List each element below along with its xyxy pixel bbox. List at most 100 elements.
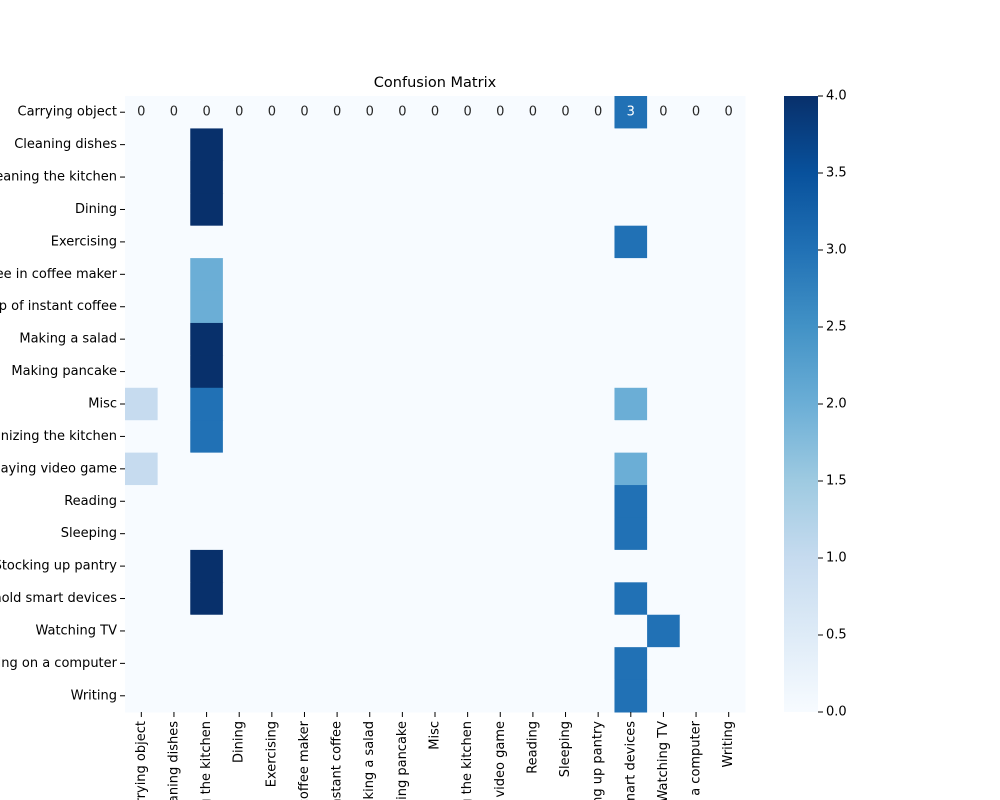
- cell: [157, 387, 191, 421]
- cell: [157, 193, 191, 227]
- cell: [647, 549, 681, 583]
- cell: [157, 160, 191, 194]
- cell: [614, 420, 648, 454]
- cell: [679, 387, 713, 421]
- cell: [516, 355, 550, 389]
- cell: [418, 387, 452, 421]
- cell: [581, 387, 615, 421]
- cell: [516, 290, 550, 324]
- cell: [712, 387, 746, 421]
- cell: [190, 322, 224, 356]
- cell: [255, 355, 289, 389]
- y-tick-label: Writing: [71, 688, 117, 703]
- cell: [288, 647, 322, 681]
- cell: [255, 679, 289, 713]
- cell: [451, 420, 485, 454]
- cell: [647, 96, 681, 129]
- cell: [288, 225, 322, 259]
- y-tick-label: Dining: [75, 202, 117, 217]
- cell: [125, 258, 159, 292]
- x-tick-label: Exercising: [264, 721, 279, 787]
- colorbar-tick-label: 0.0: [826, 705, 847, 720]
- colorbar: [784, 96, 818, 712]
- cell: [418, 549, 452, 583]
- cell: [483, 647, 518, 681]
- cell: [549, 614, 583, 648]
- cell: [483, 322, 518, 356]
- cell: [320, 452, 354, 486]
- y-tick-label: Using household smart devices: [0, 591, 117, 606]
- cell: [647, 517, 681, 551]
- cell: [190, 355, 224, 389]
- cell: [418, 258, 452, 292]
- colorbar-tick-label: 1.0: [826, 551, 847, 566]
- cell: [581, 193, 615, 227]
- colorbar-tick-label: 2.0: [826, 397, 847, 412]
- cell: [288, 485, 322, 518]
- cell: [255, 549, 289, 583]
- x-tick-label: Making pancake: [395, 721, 410, 800]
- cell: [320, 420, 354, 454]
- cell: [386, 614, 420, 648]
- cell: [157, 290, 191, 324]
- colorbar-tick-label: 1.5: [826, 474, 847, 489]
- cell: [353, 647, 387, 681]
- cell: [581, 290, 615, 324]
- y-tick-label: Carrying object: [18, 105, 118, 120]
- cell: [483, 582, 518, 616]
- cell: [549, 485, 583, 518]
- cell: [483, 452, 518, 486]
- x-tick-label: Sleeping: [558, 721, 573, 777]
- cell: [418, 517, 452, 551]
- cell: [549, 355, 583, 389]
- cell: [222, 96, 257, 129]
- cell: [549, 517, 583, 551]
- cell: [516, 647, 550, 681]
- cell: [386, 290, 420, 324]
- cell: [647, 647, 681, 681]
- cell-label: 0: [431, 105, 439, 120]
- cell: [353, 549, 387, 583]
- cell: [418, 614, 452, 648]
- cell: [157, 452, 191, 486]
- x-tick-label: Playing video game: [493, 721, 508, 800]
- cell: [222, 322, 257, 356]
- cell: [320, 193, 354, 227]
- cell: [125, 614, 159, 648]
- cell: [647, 452, 681, 486]
- cell: [157, 225, 191, 259]
- cell: [516, 387, 550, 421]
- cell: [647, 485, 681, 518]
- cell: [483, 485, 518, 518]
- y-tick-label: Playing video game: [0, 461, 117, 476]
- cell: [320, 290, 354, 324]
- cell: [581, 549, 615, 583]
- cell: [157, 355, 191, 389]
- cell: [157, 517, 191, 551]
- cell: [353, 679, 387, 713]
- cell: [386, 387, 420, 421]
- cell: [320, 647, 354, 681]
- cell: [353, 128, 387, 162]
- cell: [190, 614, 224, 648]
- cell: [451, 193, 485, 227]
- cell: [125, 387, 159, 421]
- colorbar-tick-label: 4.0: [826, 89, 847, 104]
- cell: [190, 647, 224, 681]
- cell: [679, 485, 713, 518]
- cell: [614, 679, 648, 713]
- cell: [125, 225, 159, 259]
- y-tick-label: Making pancake: [11, 364, 117, 379]
- cell: [353, 193, 387, 227]
- cell: [483, 290, 518, 324]
- x-tick-label: Cleaning the kitchen: [199, 721, 214, 800]
- cell: [418, 647, 452, 681]
- cell: [353, 322, 387, 356]
- cell: [353, 225, 387, 259]
- cell: [451, 679, 485, 713]
- plot: 0 0 0 0 0 0 0 0 0 0 0 0 0 0 0 3 0 0 0 Carrying object Carryi…: [0, 89, 847, 800]
- cell: [320, 96, 354, 129]
- cell: [222, 452, 257, 486]
- cell: [190, 452, 224, 486]
- cell: [288, 420, 322, 454]
